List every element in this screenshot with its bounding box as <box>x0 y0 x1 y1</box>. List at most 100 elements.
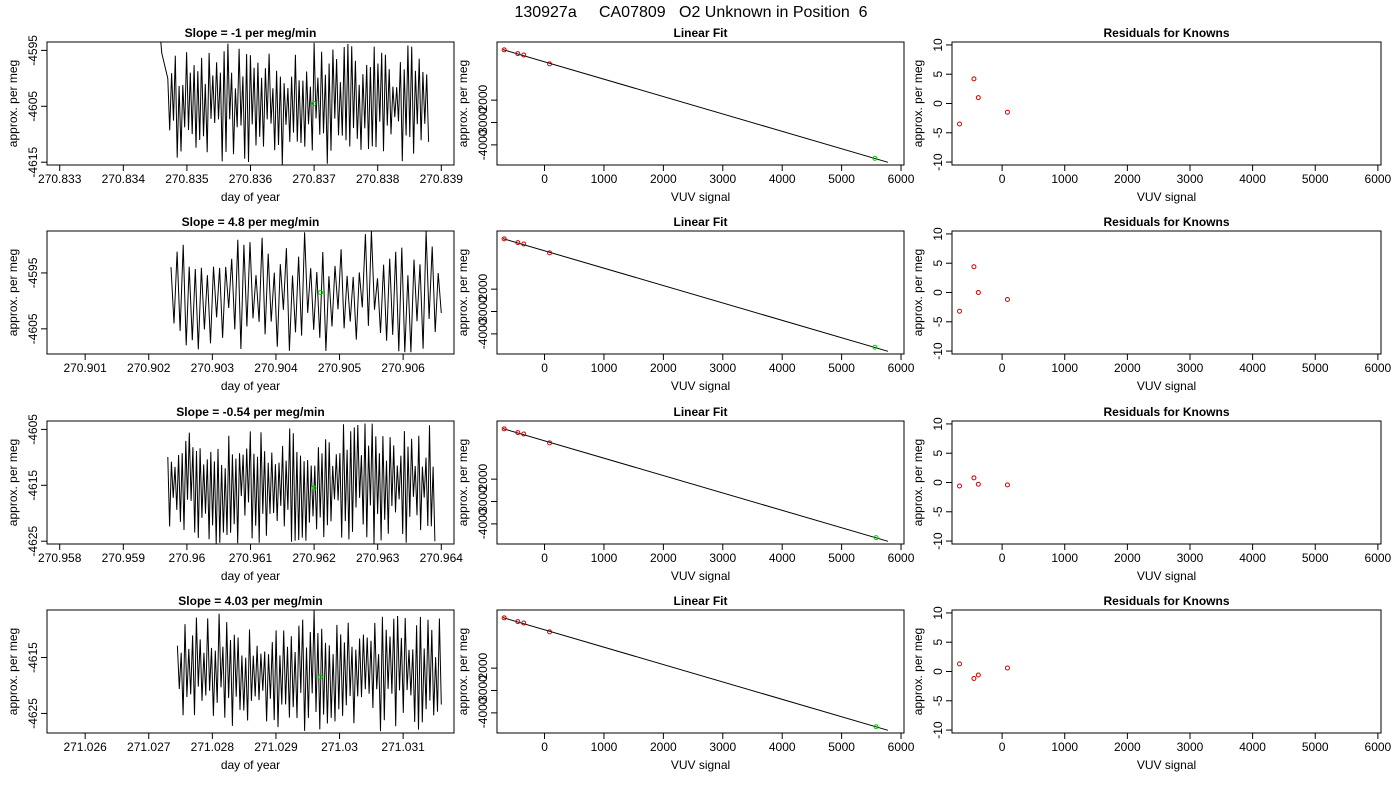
fit-4-known-point <box>501 615 507 621</box>
fit-4-xtick-label: 5000 <box>828 740 855 754</box>
fit-3-xlabel: VUV signal <box>671 569 730 583</box>
residuals-1-residual-point <box>975 95 981 101</box>
residuals-3-ytick-label: 5 <box>931 450 945 457</box>
time-series-4-xtick-label: 271.028 <box>191 740 235 754</box>
residuals-4-residual-point <box>957 661 963 667</box>
time-series-1-xtick-label: 270.833 <box>38 172 82 186</box>
time-series-1-unknown-marker <box>311 101 317 106</box>
residuals-2-ytick-label: -10 <box>931 342 945 360</box>
residuals-2-xtick-label: 1000 <box>1051 361 1078 375</box>
time-series-1-ytick-label: -4615 <box>26 147 40 178</box>
fit-1-xtick-label: 1000 <box>591 172 618 186</box>
fit-4-ytick-label: -4000 <box>476 697 490 728</box>
fit-1-known-point <box>547 61 553 67</box>
time-series-2-xlabel: day of year <box>221 379 280 393</box>
residuals-4-ytick-label: 0 <box>931 668 945 675</box>
fit-3-xtick-label: 1000 <box>591 551 618 565</box>
fit-2-title: Linear Fit <box>673 215 727 229</box>
fit-2-frame <box>496 230 905 355</box>
residuals-1-ylabel: approx. per meg <box>911 60 925 147</box>
residuals-4-frame <box>951 609 1382 734</box>
fit-1-xtick-label: 3000 <box>709 172 736 186</box>
residuals-2-residual-point <box>1004 297 1010 303</box>
time-series-1-xlabel: day of year <box>221 190 280 204</box>
fit-1-xtick-label: 6000 <box>888 172 915 186</box>
fit-2-panel: Linear Fit 0 1000 2000 3000 4000 5000 6000 -2000… <box>456 215 915 393</box>
fit-4-xtick-label: 4000 <box>769 740 796 754</box>
residuals-4-ytick-label: -10 <box>931 721 945 739</box>
residuals-4-ytick-label: 5 <box>931 639 945 646</box>
residuals-3-ytick-label: -10 <box>931 532 945 550</box>
fit-4-known-point <box>515 619 521 625</box>
fit-4-fit-line <box>502 617 889 731</box>
residuals-2-xtick-label: 5000 <box>1302 361 1329 375</box>
time-series-3-xtick-label: 270.964 <box>420 551 464 565</box>
fit-3-known-point <box>547 440 553 446</box>
residuals-3-xtick-label: 1000 <box>1051 551 1078 565</box>
fit-1-ytick-label: -2000 <box>476 84 490 115</box>
residuals-1-xtick-label: 0 <box>999 172 1006 186</box>
residuals-3-residual-point <box>1004 482 1010 488</box>
time-series-2-ytick-label: -4595 <box>26 257 40 288</box>
time-series-2-ytick-label: -4605 <box>26 313 40 344</box>
fit-3-fit-line <box>502 428 889 542</box>
time-series-2-ylabel: approx. per meg <box>6 249 20 336</box>
fit-3-marks <box>501 426 889 542</box>
fit-3-known-point <box>501 426 507 432</box>
residuals-3-xtick-label: 5000 <box>1302 551 1329 565</box>
fit-3-xtick-label: 0 <box>541 551 548 565</box>
fit-1-xtick-label: 2000 <box>650 172 677 186</box>
time-series-3-xtick-label: 270.959 <box>102 551 146 565</box>
fit-1-unknown-point <box>872 155 878 161</box>
residuals-2-xtick-label: 2000 <box>1114 361 1141 375</box>
time-series-4-frame <box>46 609 455 734</box>
time-series-4-xtick-label: 271.029 <box>254 740 298 754</box>
time-series-3-ylabel: approx. per meg <box>6 439 20 526</box>
residuals-3-marks <box>957 475 1010 489</box>
time-series-1-xtick-label: 270.836 <box>229 172 273 186</box>
fit-2-xtick-label: 6000 <box>888 361 915 375</box>
residuals-3-ytick-label: 0 <box>931 479 945 486</box>
fit-2-known-point <box>547 250 553 256</box>
time-series-1-ytick-label: -4605 <box>26 91 40 122</box>
fit-3-xtick-label: 6000 <box>888 551 915 565</box>
time-series-3-unknown-marker <box>311 485 317 491</box>
fit-2-ytick-label: -2000 <box>476 273 490 304</box>
time-series-4-xtick-label: 271.026 <box>63 740 107 754</box>
fit-2-unknown-point <box>872 344 878 350</box>
fit-4-ylabel: approx. per meg <box>456 628 470 715</box>
time-series-3-ytick-label: -4625 <box>26 526 40 557</box>
time-series-4-xtick-label: 271.031 <box>381 740 425 754</box>
residuals-1-marks <box>957 76 1010 127</box>
residuals-2-residual-point <box>975 290 981 295</box>
fit-1-known-point <box>501 47 507 53</box>
residuals-4-xtick-label: 0 <box>999 740 1006 754</box>
fit-2-xlabel: VUV signal <box>671 379 730 393</box>
residuals-4-title: Residuals for Knowns <box>1103 594 1229 608</box>
residuals-3-residual-point <box>975 481 981 487</box>
residuals-3-xtick-label: 2000 <box>1114 551 1141 565</box>
residuals-1-xtick-label: 6000 <box>1365 172 1392 186</box>
residuals-4-xlabel: VUV signal <box>1137 758 1196 772</box>
residuals-1-xtick-label: 1000 <box>1051 172 1078 186</box>
time-series-2-panel: Slope = 4.8 per meg/min 270.901 270.902 270… <box>6 215 455 393</box>
residuals-2-panel: Residuals for Knowns 0 1000 2000 3000 4000 500… <box>911 215 1392 393</box>
residuals-2-xtick-label: 4000 <box>1239 361 1266 375</box>
fit-1-known-point <box>521 52 527 58</box>
residuals-4-ytick-label: 10 <box>931 606 945 620</box>
time-series-4-xtick-label: 271.027 <box>127 740 171 754</box>
fit-3-frame <box>496 420 905 545</box>
fit-2-xtick-label: 4000 <box>769 361 796 375</box>
residuals-2-ytick-label: -5 <box>931 316 945 327</box>
residuals-3-xlabel: VUV signal <box>1137 569 1196 583</box>
residuals-1-residual-point <box>957 121 963 127</box>
residuals-1-frame <box>951 41 1382 166</box>
residuals-3-xtick-label: 4000 <box>1239 551 1266 565</box>
fit-1-known-point <box>515 51 521 57</box>
time-series-1-ytick-label: -4595 <box>26 35 40 66</box>
time-series-1-frame <box>46 41 455 166</box>
fit-3-ylabel: approx. per meg <box>456 439 470 526</box>
time-series-4-ylabel: approx. per meg <box>6 628 20 715</box>
residuals-1-ytick-label: -5 <box>931 127 945 138</box>
